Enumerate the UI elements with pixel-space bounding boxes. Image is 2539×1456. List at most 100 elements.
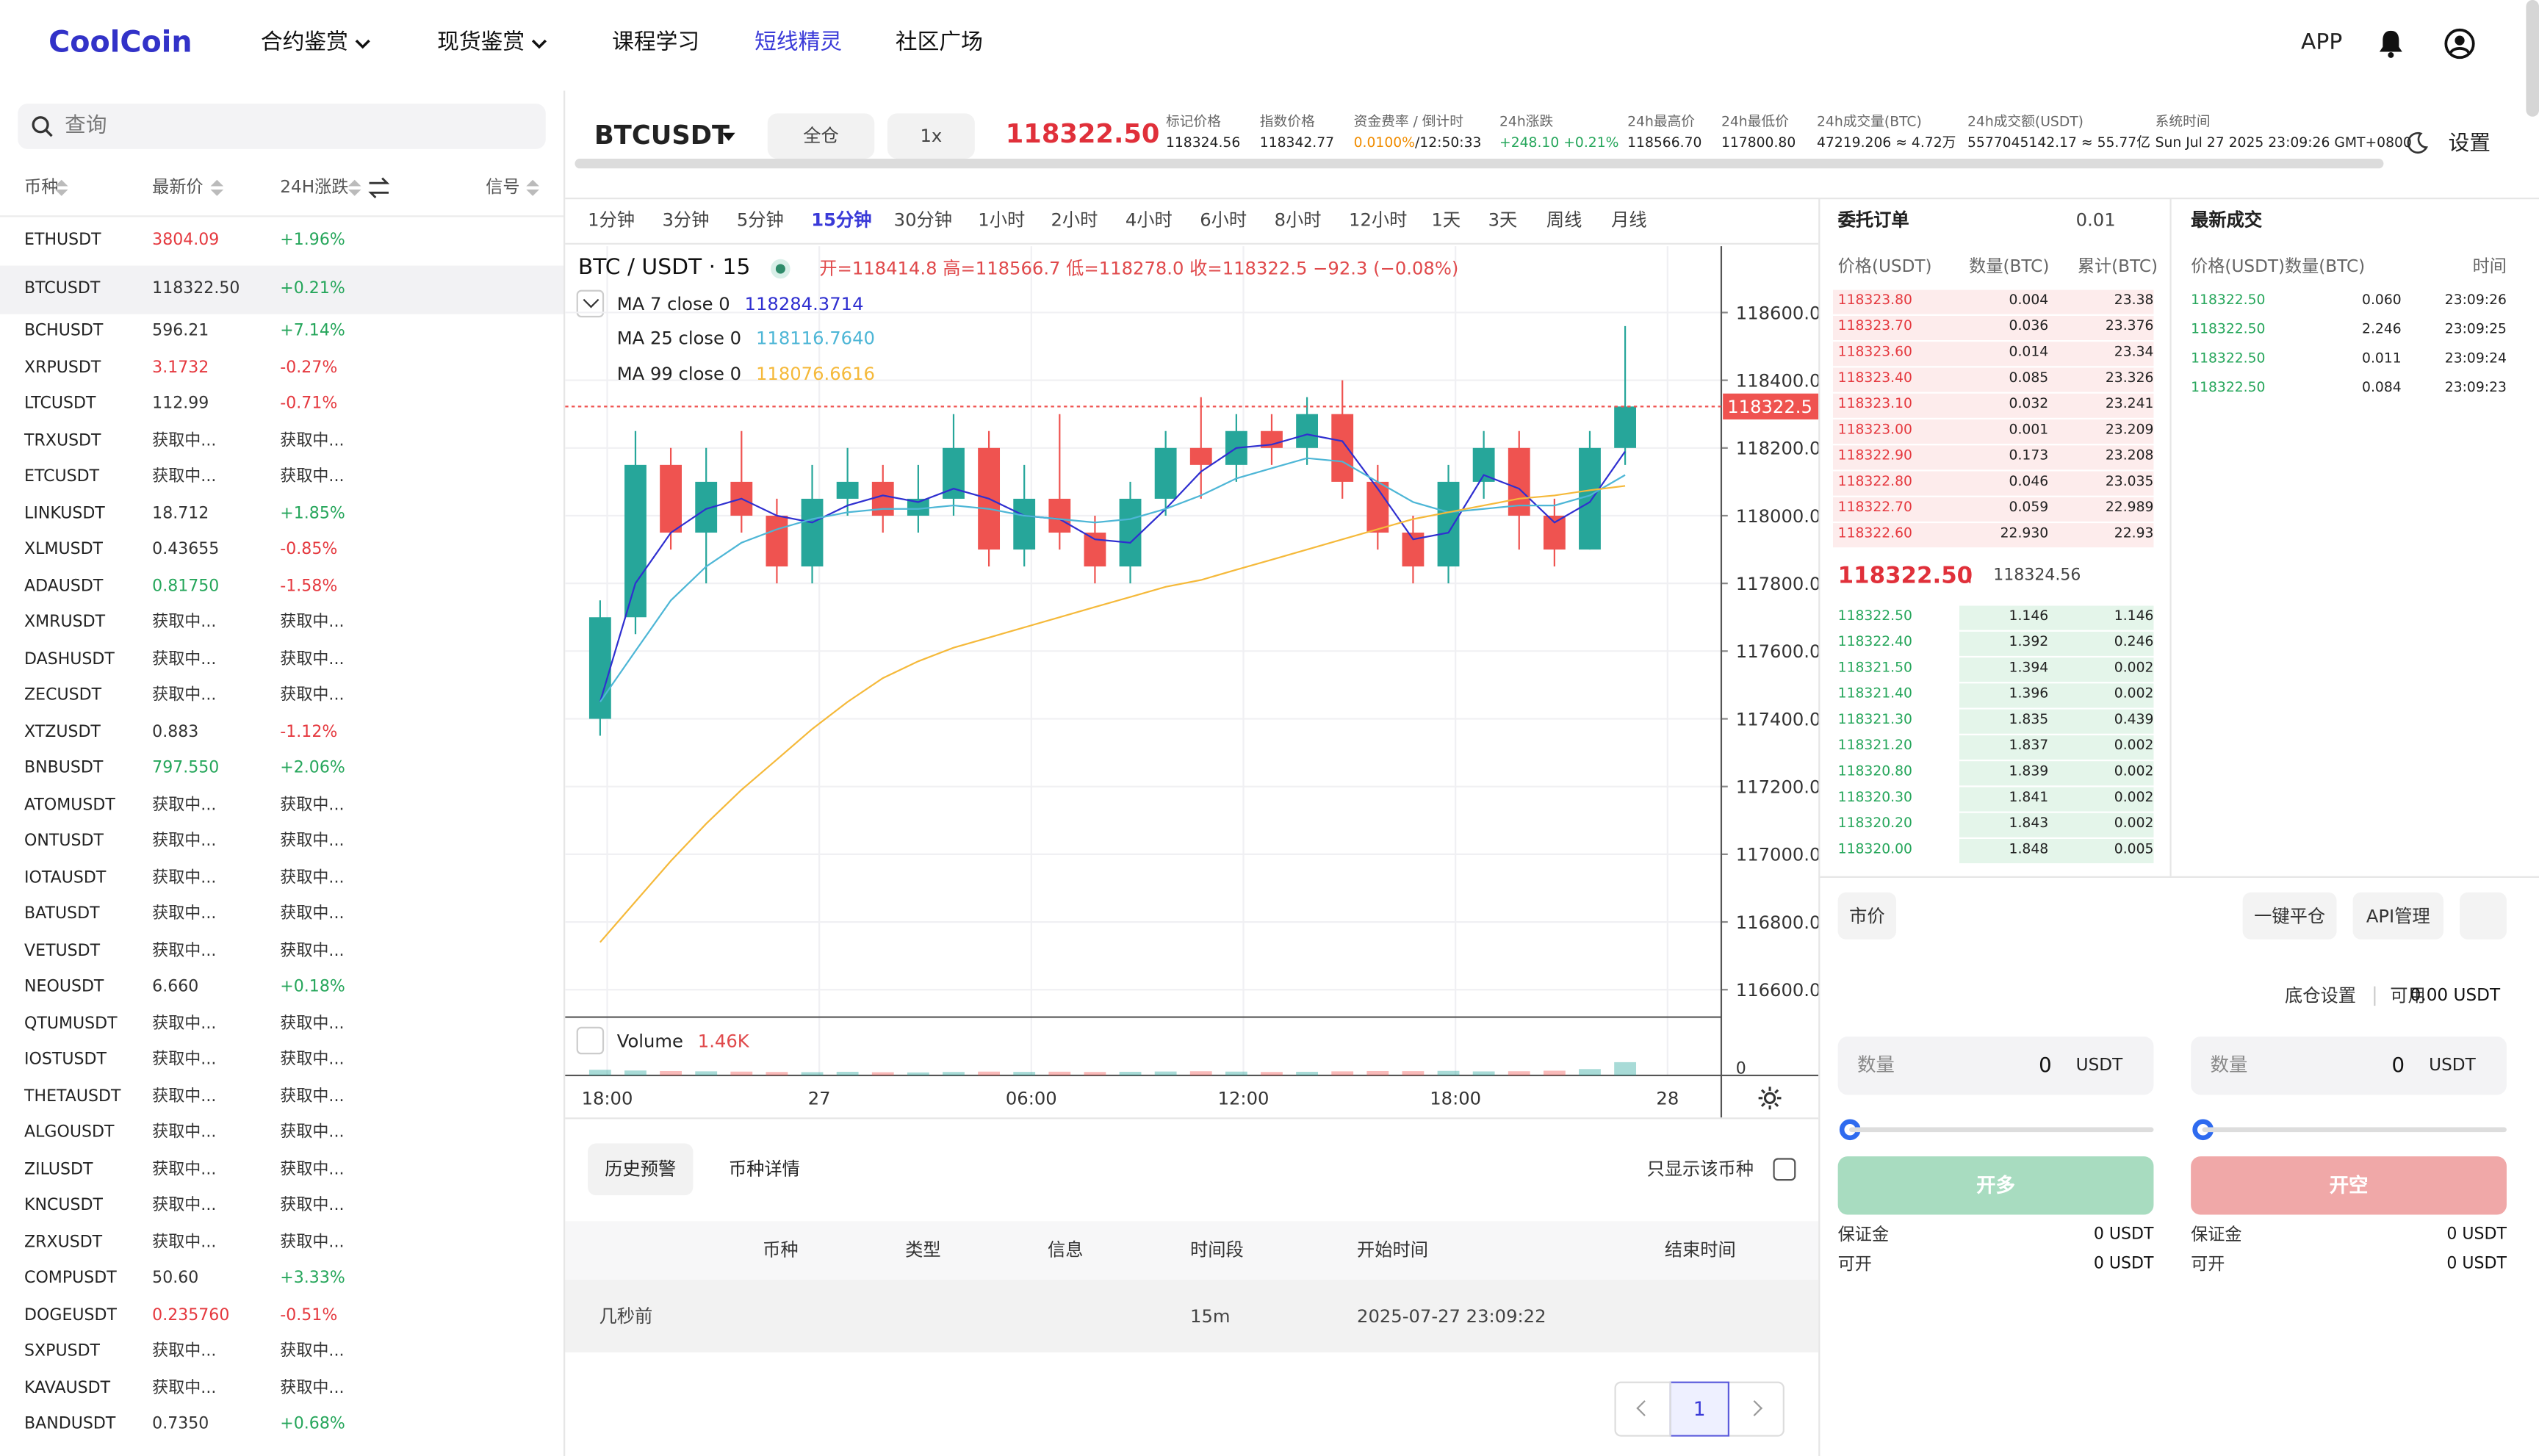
- page-next[interactable]: [1727, 1381, 1784, 1437]
- symbol-title[interactable]: BTCUSDT: [594, 120, 730, 151]
- symbol[interactable]: ONTUSDT: [24, 832, 104, 851]
- symbol[interactable]: COMPUSDT: [24, 1270, 117, 1289]
- user-icon[interactable]: [2443, 27, 2476, 60]
- logo[interactable]: CoolCoin: [48, 26, 192, 60]
- interval[interactable]: 1天: [1431, 209, 1461, 231]
- symbol[interactable]: BANDUSDT: [24, 1416, 116, 1434]
- interval[interactable]: 30分钟: [893, 209, 953, 231]
- margin-mode[interactable]: 全仓: [803, 125, 839, 147]
- symbol[interactable]: DASHUSDT: [24, 650, 115, 668]
- symbol[interactable]: ZRXUSDT: [24, 1233, 103, 1252]
- button-label[interactable]: 市价: [1849, 905, 1885, 927]
- symbol[interactable]: XMRUSDT: [24, 614, 106, 633]
- bell-icon[interactable]: [2377, 29, 2405, 59]
- column-header[interactable]: 信号: [486, 177, 520, 198]
- interval[interactable]: 1小时: [978, 209, 1026, 231]
- tab-active[interactable]: [588, 1143, 694, 1196]
- scrollbar[interactable]: [2526, 0, 2539, 117]
- qty-input[interactable]: [1837, 1037, 2154, 1095]
- symbol[interactable]: BTCUSDT: [24, 280, 101, 298]
- symbol[interactable]: DOGEUSDT: [24, 1306, 117, 1325]
- unit[interactable]: USDT: [2429, 1055, 2476, 1075]
- sort-icon[interactable]: [210, 179, 224, 198]
- column-header[interactable]: 币种: [24, 177, 59, 198]
- interval[interactable]: 4小时: [1125, 209, 1173, 231]
- ticker-scroll[interactable]: [575, 159, 2384, 169]
- symbol[interactable]: LINKUSDT: [24, 505, 105, 523]
- app-link[interactable]: APP: [2301, 29, 2343, 56]
- leverage[interactable]: 1x: [920, 125, 943, 147]
- column-header[interactable]: 最新价: [152, 177, 204, 198]
- symbol[interactable]: XTZUSDT: [24, 723, 101, 742]
- precision[interactable]: 0.01: [2075, 209, 2116, 231]
- symbol[interactable]: XLMUSDT: [24, 541, 104, 560]
- symbol-caret[interactable]: [721, 128, 737, 144]
- nav-item[interactable]: 短线精灵: [755, 29, 843, 56]
- interval[interactable]: 6小时: [1200, 209, 1247, 231]
- sort-icon[interactable]: [526, 179, 539, 198]
- symbol[interactable]: ALGOUSDT: [24, 1124, 115, 1142]
- table-row[interactable]: [565, 1279, 1819, 1352]
- interval[interactable]: 3分钟: [662, 209, 710, 231]
- submit-label[interactable]: 开多: [1976, 1174, 2016, 1197]
- interval[interactable]: 15分钟: [811, 209, 872, 231]
- margin-mode-button[interactable]: [767, 113, 875, 159]
- qty-input[interactable]: [2191, 1037, 2507, 1095]
- symbol[interactable]: ETCUSDT: [24, 468, 100, 486]
- symbol[interactable]: TRXUSDT: [24, 432, 101, 450]
- symbol[interactable]: BNBUSDT: [24, 760, 104, 778]
- symbol[interactable]: ATOMUSDT: [24, 796, 115, 815]
- filter-button[interactable]: [2460, 892, 2507, 940]
- checkbox[interactable]: [1773, 1158, 1796, 1181]
- symbol[interactable]: NEOUSDT: [24, 979, 104, 997]
- symbol[interactable]: ZECUSDT: [24, 687, 102, 705]
- slider-track[interactable]: [1849, 1127, 2154, 1133]
- search-box[interactable]: [18, 104, 546, 149]
- interval[interactable]: 1分钟: [588, 209, 635, 231]
- submit-button[interactable]: [2191, 1156, 2507, 1215]
- interval[interactable]: 2小时: [1051, 209, 1098, 231]
- link[interactable]: 底仓设置: [2284, 985, 2356, 1007]
- submit-label[interactable]: 开空: [2329, 1174, 2369, 1197]
- sort-icon[interactable]: [54, 179, 68, 198]
- symbol[interactable]: IOTAUSDT: [24, 869, 107, 887]
- symbol[interactable]: ETHUSDT: [24, 231, 101, 250]
- symbol[interactable]: BATUSDT: [24, 905, 100, 924]
- interval[interactable]: 12小时: [1349, 209, 1408, 231]
- button-label[interactable]: API管理: [2366, 905, 2430, 927]
- symbol[interactable]: IOSTUSDT: [24, 1051, 107, 1070]
- symbol[interactable]: KAVAUSDT: [24, 1379, 111, 1398]
- page-prev[interactable]: [1614, 1381, 1671, 1437]
- symbol[interactable]: LTCUSDT: [24, 395, 96, 414]
- symbol[interactable]: ZILUSDT: [24, 1161, 93, 1179]
- symbol[interactable]: QTUMUSDT: [24, 1014, 118, 1034]
- tab[interactable]: 币种详情: [728, 1158, 800, 1181]
- symbol[interactable]: THETAUSDT: [24, 1088, 121, 1106]
- sort-icon[interactable]: [347, 179, 361, 198]
- unit[interactable]: USDT: [2075, 1055, 2123, 1075]
- button-label[interactable]: 一键平仓: [2254, 905, 2326, 927]
- search-placeholder[interactable]: 查询: [65, 114, 107, 139]
- selected-row[interactable]: [0, 265, 564, 314]
- page-number[interactable]: 1: [1693, 1397, 1706, 1421]
- interval[interactable]: 3天: [1488, 209, 1518, 231]
- leverage-button[interactable]: [887, 113, 975, 159]
- symbol[interactable]: VETUSDT: [24, 942, 101, 960]
- button[interactable]: [2352, 892, 2443, 940]
- symbol[interactable]: SXPUSDT: [24, 1343, 101, 1361]
- interval[interactable]: 5分钟: [736, 209, 784, 231]
- nav-item[interactable]: 社区广场: [895, 29, 983, 56]
- column-header[interactable]: 24H涨跌: [280, 177, 349, 198]
- nav-item[interactable]: 合约鉴赏: [260, 29, 348, 56]
- nav-item[interactable]: 现货鉴赏: [437, 29, 525, 56]
- interval[interactable]: 月线: [1611, 209, 1647, 231]
- interval[interactable]: 周线: [1546, 209, 1582, 231]
- moon-icon[interactable]: [2406, 131, 2429, 154]
- symbol[interactable]: XRPUSDT: [24, 358, 101, 378]
- slider-track[interactable]: [2202, 1127, 2507, 1133]
- settings-gear[interactable]: [1757, 1085, 1782, 1111]
- tab[interactable]: 历史预警: [605, 1158, 677, 1181]
- swap-icon[interactable]: [367, 176, 390, 199]
- collapse-button[interactable]: [576, 1026, 605, 1055]
- symbol[interactable]: KNCUSDT: [24, 1197, 103, 1216]
